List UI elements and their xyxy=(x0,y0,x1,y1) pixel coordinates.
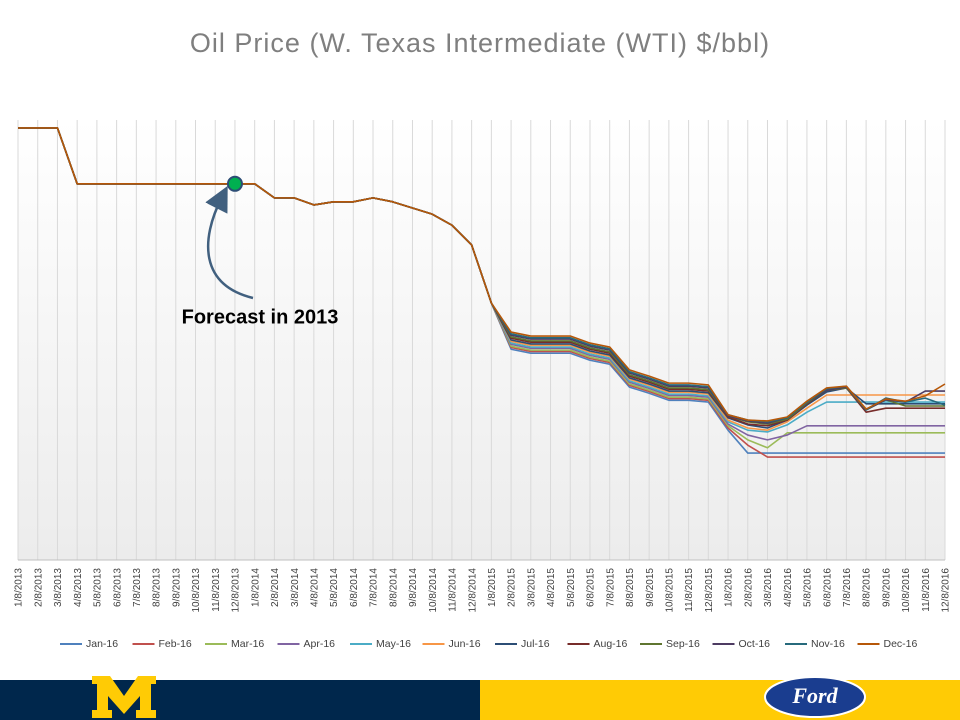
x-tick-label: 11/8/2016 xyxy=(921,568,932,612)
legend-label: Oct-16 xyxy=(739,638,771,650)
x-tick-label: 10/8/2015 xyxy=(665,568,676,613)
x-tick-label: 11/8/2013 xyxy=(211,568,222,612)
x-tick-label: 8/8/2016 xyxy=(862,568,873,607)
x-tick-label: 2/8/2015 xyxy=(507,568,518,607)
x-tick-label: 9/8/2016 xyxy=(881,568,892,607)
x-tick-label: 7/8/2014 xyxy=(369,568,380,607)
x-tick-label: 5/8/2015 xyxy=(566,568,577,607)
x-tick-label: 5/8/2013 xyxy=(93,568,104,607)
x-tick-label: 11/8/2015 xyxy=(684,568,695,612)
legend-label: Feb-16 xyxy=(159,638,192,650)
x-tick-label: 9/8/2015 xyxy=(645,568,656,607)
x-tick-label: 3/8/2016 xyxy=(763,568,774,607)
x-tick-label: 10/8/2013 xyxy=(191,568,202,613)
legend-label: Aug-16 xyxy=(594,638,628,650)
footer-left xyxy=(0,680,480,720)
x-tick-label: 1/8/2016 xyxy=(724,568,735,607)
legend-label: Apr-16 xyxy=(304,638,336,650)
x-tick-label: 12/8/2013 xyxy=(231,568,242,613)
x-tick-label: 1/8/2014 xyxy=(250,568,261,607)
legend-label: May-16 xyxy=(376,638,411,650)
legend-label: Nov-16 xyxy=(811,638,845,650)
x-tick-label: 10/8/2016 xyxy=(901,568,912,613)
series-line xyxy=(18,127,946,422)
x-tick-label: 12/8/2015 xyxy=(704,568,715,613)
x-tick-label: 4/8/2013 xyxy=(73,568,84,607)
x-tick-label: 8/8/2014 xyxy=(388,568,399,607)
x-tick-label: 9/8/2014 xyxy=(408,568,419,607)
x-tick-label: 8/8/2015 xyxy=(625,568,636,607)
x-tick-label: 6/8/2015 xyxy=(586,568,597,607)
x-tick-label: 9/8/2013 xyxy=(171,568,182,607)
x-tick-label: 5/8/2014 xyxy=(329,568,340,607)
ford-logo xyxy=(764,676,866,718)
x-tick-label: 6/8/2014 xyxy=(349,568,360,607)
x-tick-label: 3/8/2013 xyxy=(53,568,64,607)
michigan-logo xyxy=(92,676,156,718)
legend-label: Jun-16 xyxy=(449,638,481,650)
x-tick-label: 8/8/2013 xyxy=(152,568,163,607)
x-tick-label: 3/8/2014 xyxy=(290,568,301,607)
footer-right xyxy=(480,680,960,720)
legend-label: Mar-16 xyxy=(231,638,264,650)
legend-label: Sep-16 xyxy=(666,638,700,650)
x-tick-label: 6/8/2013 xyxy=(112,568,123,607)
x-tick-label: 7/8/2016 xyxy=(842,568,853,607)
x-tick-label: 4/8/2015 xyxy=(546,568,557,607)
annotation: Forecast in 2013 xyxy=(182,306,339,328)
legend-label: Jan-16 xyxy=(86,638,118,650)
x-tick-label: 7/8/2015 xyxy=(605,568,616,607)
x-tick-label: 2/8/2016 xyxy=(743,568,754,607)
x-tick-label: 7/8/2013 xyxy=(132,568,143,607)
legend-label: Jul-16 xyxy=(521,638,550,650)
x-tick-label: 11/8/2014 xyxy=(448,568,459,612)
x-tick-label: 2/8/2014 xyxy=(270,568,281,607)
ford-logo-text: Ford xyxy=(791,683,838,708)
annotation-marker xyxy=(226,175,243,192)
x-tick-label: 4/8/2016 xyxy=(783,568,794,607)
x-tick-label: 10/8/2014 xyxy=(428,568,439,613)
x-tick-label: 12/8/2016 xyxy=(941,568,952,613)
chart-title: Oil Price (W. Texas Intermediate (WTI) $… xyxy=(190,28,770,58)
x-tick-label: 6/8/2016 xyxy=(822,568,833,607)
x-tick-label: 12/8/2014 xyxy=(467,568,478,613)
x-tick-label: 1/8/2013 xyxy=(14,568,25,607)
x-tick-label: 2/8/2013 xyxy=(33,568,44,607)
plot-area xyxy=(18,120,945,560)
x-tick-label: 4/8/2014 xyxy=(309,568,320,607)
legend-label: Dec-16 xyxy=(884,638,918,650)
x-tick-label: 3/8/2015 xyxy=(526,568,537,607)
x-tick-label: 5/8/2016 xyxy=(803,568,814,607)
x-tick-label: 1/8/2015 xyxy=(487,568,498,607)
annotation-arrow xyxy=(205,185,254,300)
